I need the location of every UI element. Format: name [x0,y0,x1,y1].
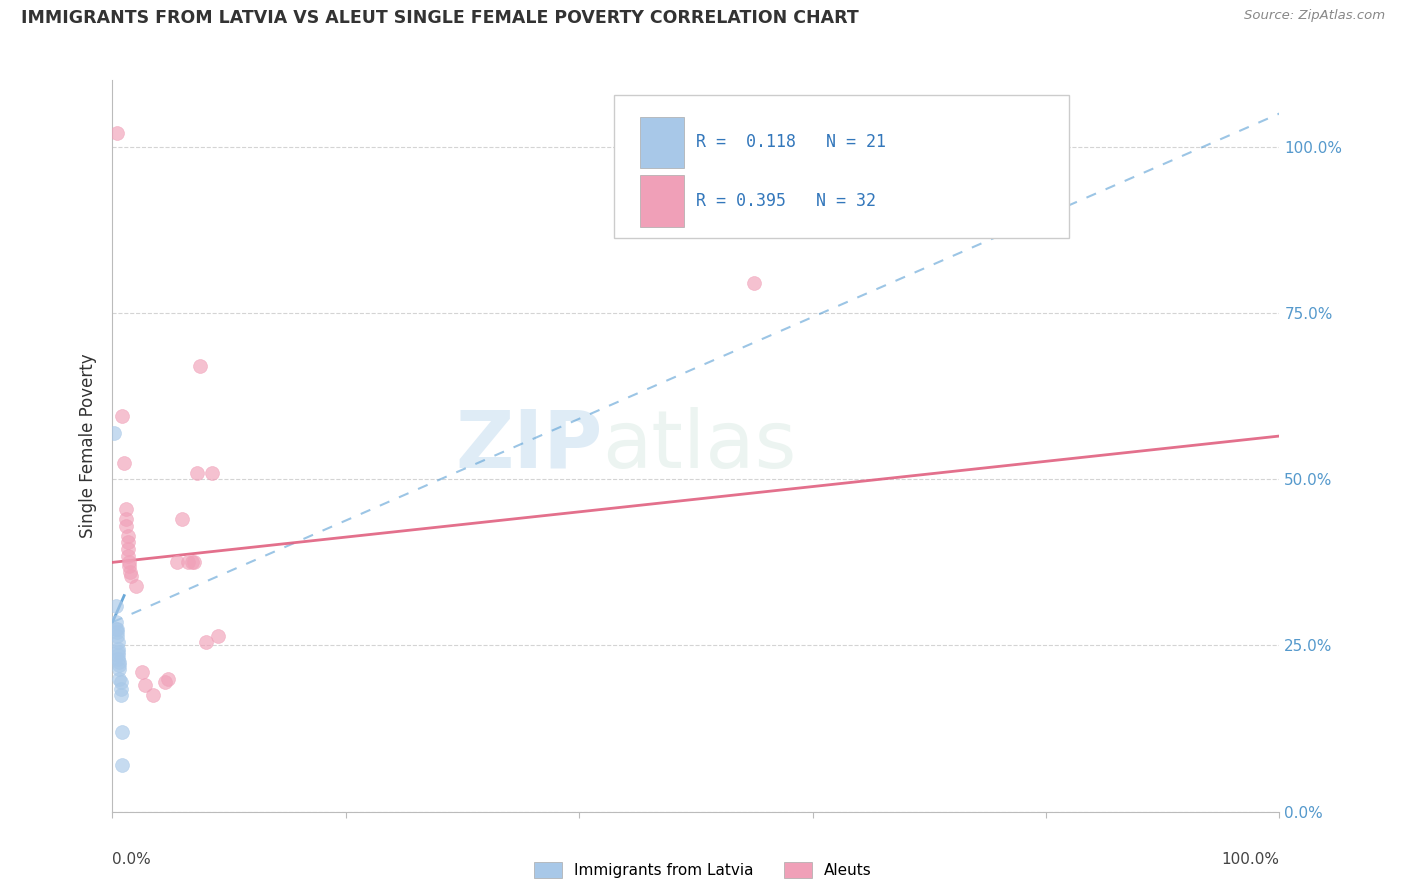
FancyBboxPatch shape [614,95,1070,237]
Point [131,665,153,679]
Point [125,579,148,593]
Text: 0.0%: 0.0% [112,852,152,867]
Point [107,641,129,656]
Point [110,689,132,703]
Point [186,466,208,480]
Point [111,409,134,423]
Point [107,635,129,649]
Point [118,555,141,569]
Point [194,635,217,649]
Point [103,425,125,440]
Point [107,652,129,666]
Legend: Immigrants from Latvia, Aleuts: Immigrants from Latvia, Aleuts [529,856,877,884]
Point [188,359,211,374]
Point [105,127,128,141]
Text: 100.0%: 100.0% [1222,852,1279,867]
Point [105,628,128,642]
Point [117,535,139,549]
Point [108,655,131,669]
Point [108,658,131,673]
Point [107,648,129,663]
Point [112,456,135,470]
Y-axis label: Single Female Poverty: Single Female Poverty [79,354,97,538]
Point [153,675,176,690]
Point [117,529,139,543]
Point [180,555,202,569]
Text: Source: ZipAtlas.com: Source: ZipAtlas.com [1244,9,1385,22]
Point [104,599,127,613]
Point [157,672,180,686]
Point [183,555,205,569]
Text: R =  0.118   N = 21: R = 0.118 N = 21 [696,134,886,152]
FancyBboxPatch shape [640,176,685,227]
Point [207,628,229,642]
Text: IMMIGRANTS FROM LATVIA VS ALEUT SINGLE FEMALE POVERTY CORRELATION CHART: IMMIGRANTS FROM LATVIA VS ALEUT SINGLE F… [21,9,859,27]
Point [142,689,165,703]
Text: atlas: atlas [603,407,797,485]
Point [105,625,128,640]
FancyBboxPatch shape [640,117,685,168]
Point [120,568,142,582]
Point [115,512,138,526]
Point [115,502,138,516]
Point [742,276,765,290]
Point [177,555,200,569]
Point [111,725,134,739]
Point [172,512,194,526]
Point [104,615,127,630]
Point [108,662,131,676]
Point [118,566,141,580]
Point [117,549,139,563]
Point [201,466,224,480]
Point [107,645,129,659]
Point [115,518,138,533]
Point [105,622,128,636]
Text: R = 0.395   N = 32: R = 0.395 N = 32 [696,192,876,210]
Point [942,223,965,237]
Point [117,542,139,557]
Point [118,558,141,573]
Text: ZIP: ZIP [456,407,603,485]
Point [110,681,132,696]
Point [110,675,132,690]
Point [104,622,127,636]
Point [134,678,156,692]
Point [166,555,188,569]
Point [111,758,134,772]
Point [108,672,131,686]
